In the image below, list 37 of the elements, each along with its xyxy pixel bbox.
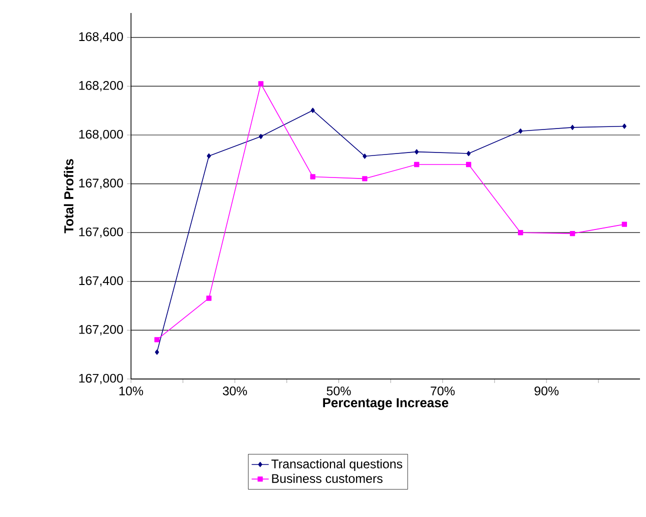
point <box>206 296 212 301</box>
x-axis-title: Percentage Increase <box>323 398 448 410</box>
y-axis-title: Total Profits <box>64 159 74 234</box>
point <box>466 162 472 168</box>
point <box>154 350 160 355</box>
legend-label: Business customers <box>272 474 383 483</box>
point <box>310 108 315 113</box>
y-tick-label: 168,200 <box>79 81 123 92</box>
x-tick-label: 50% <box>326 386 351 396</box>
y-tick-label: 168,000 <box>79 130 123 140</box>
point <box>570 230 576 236</box>
point <box>362 154 367 159</box>
point <box>466 150 471 156</box>
point <box>414 162 420 168</box>
x-tick-label: 10% <box>119 386 144 396</box>
point <box>258 134 263 140</box>
y-tick-label: 168,400 <box>79 32 123 43</box>
legend-label: Transactional questions <box>271 459 402 471</box>
point <box>414 149 419 154</box>
y-tick-label: 167,000 <box>79 374 123 384</box>
y-tick-label: 167,400 <box>79 276 123 287</box>
x-tick-label: 70% <box>430 386 455 396</box>
point <box>310 174 316 180</box>
point <box>622 124 626 129</box>
point <box>622 222 628 227</box>
point <box>206 153 211 159</box>
x-tick-label: 90% <box>534 386 559 396</box>
y-tick-label: 167,600 <box>79 227 123 238</box>
point <box>518 230 524 236</box>
y-tick-label: 167,200 <box>79 325 123 336</box>
y-tick-label: 167,800 <box>79 178 123 189</box>
point <box>154 337 160 342</box>
point <box>258 81 264 86</box>
x-tick-label: 30% <box>222 386 247 396</box>
point <box>518 128 523 134</box>
point <box>362 176 368 182</box>
point <box>570 124 575 130</box>
